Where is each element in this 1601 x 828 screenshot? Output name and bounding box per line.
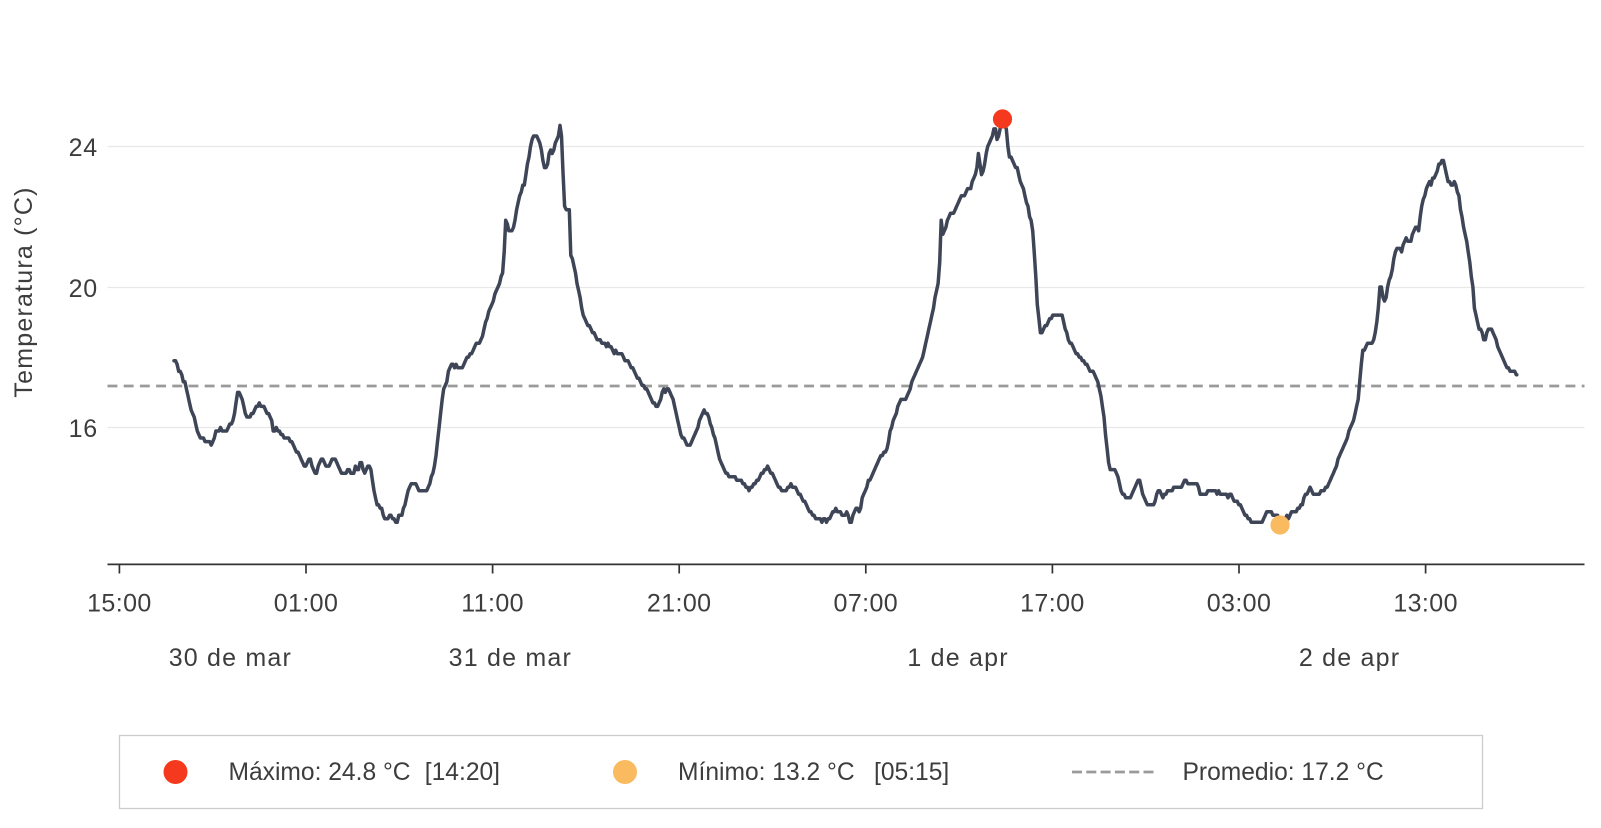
svg-text:[05:15]: [05:15] [874, 759, 949, 786]
svg-text:03:00: 03:00 [1207, 590, 1272, 618]
svg-text:[14:20]: [14:20] [425, 759, 500, 786]
svg-text:13:00: 13:00 [1393, 590, 1458, 618]
svg-text:16: 16 [69, 415, 98, 443]
svg-text:Mínimo: 13.2 °C: Mínimo: 13.2 °C [678, 759, 855, 786]
svg-text:Promedio: 17.2 °C: Promedio: 17.2 °C [1183, 759, 1384, 786]
svg-text:1 de apr: 1 de apr [907, 644, 1008, 672]
svg-text:20: 20 [69, 275, 98, 303]
svg-text:2 de apr: 2 de apr [1299, 644, 1400, 672]
svg-text:15:00: 15:00 [87, 590, 152, 618]
svg-text:07:00: 07:00 [834, 590, 899, 618]
svg-text:Máximo: 24.8 °C: Máximo: 24.8 °C [229, 759, 411, 786]
svg-text:24: 24 [69, 134, 98, 162]
svg-text:Temperatura (°C): Temperatura (°C) [10, 186, 38, 397]
svg-text:17:00: 17:00 [1020, 590, 1085, 618]
svg-text:01:00: 01:00 [274, 590, 339, 618]
svg-text:31 de mar: 31 de mar [449, 644, 572, 672]
svg-text:30 de mar: 30 de mar [169, 644, 292, 672]
svg-text:21:00: 21:00 [647, 590, 712, 618]
svg-text:11:00: 11:00 [461, 590, 524, 618]
